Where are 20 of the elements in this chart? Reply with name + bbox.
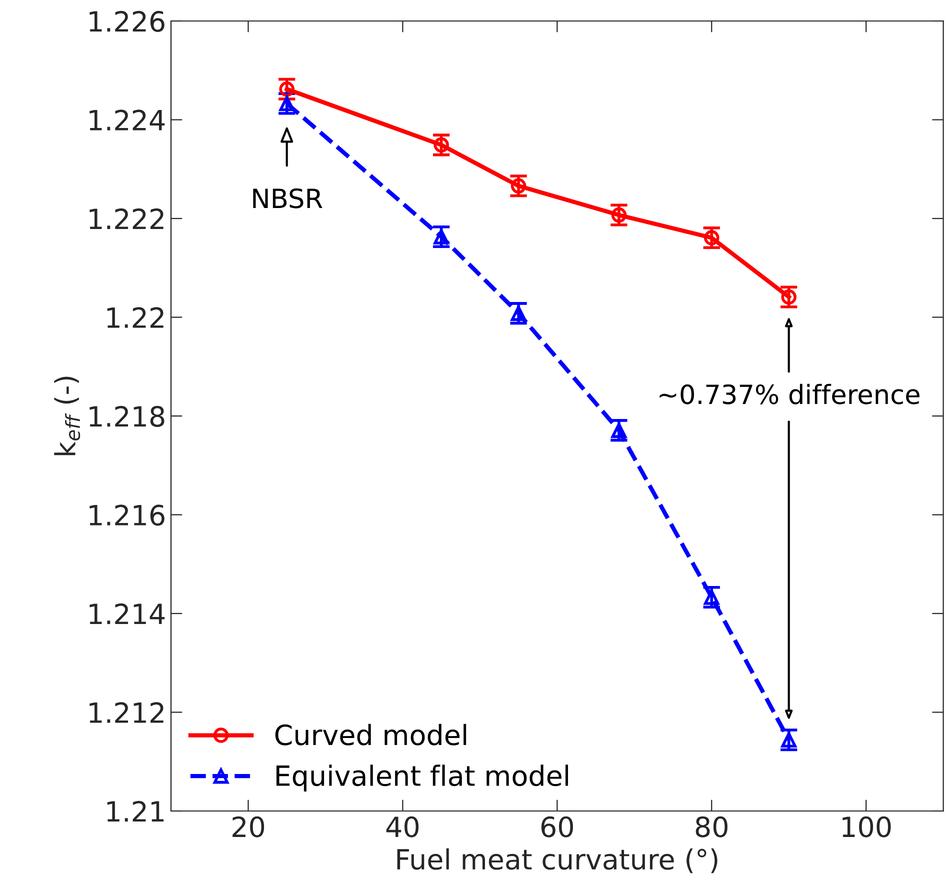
y-tick-label: 1.216 <box>90 504 164 526</box>
y-axis-title: k$_{eff}$ (-) <box>54 376 80 456</box>
x-tick-label: 40 <box>386 816 419 838</box>
y-tick-label: 1.214 <box>90 603 165 624</box>
y-tick-label: 1.212 <box>90 702 164 723</box>
y-tick-label: 1.21 <box>107 800 164 822</box>
annotation: ~0.737% difference <box>660 384 920 404</box>
legend-label: Curved model <box>275 724 466 746</box>
y-tick-label: 1.22 <box>107 307 164 328</box>
legend-label: Equivalent flat model <box>276 764 568 792</box>
x-tick-label: 100 <box>842 816 891 838</box>
x-tick-label: 20 <box>232 816 264 838</box>
x-axis-title: Fuel meat curvature (°) <box>397 848 718 874</box>
y-tick-label: 1.224 <box>90 110 165 130</box>
y-tick-label: 1.226 <box>90 10 164 32</box>
x-tick-label: 80 <box>696 816 728 838</box>
y-tick-label: 1.218 <box>90 406 164 427</box>
x-tick-label: 60 <box>541 816 573 838</box>
annotation: NBSR <box>253 188 322 208</box>
y-tick-label: 1.222 <box>90 208 164 230</box>
